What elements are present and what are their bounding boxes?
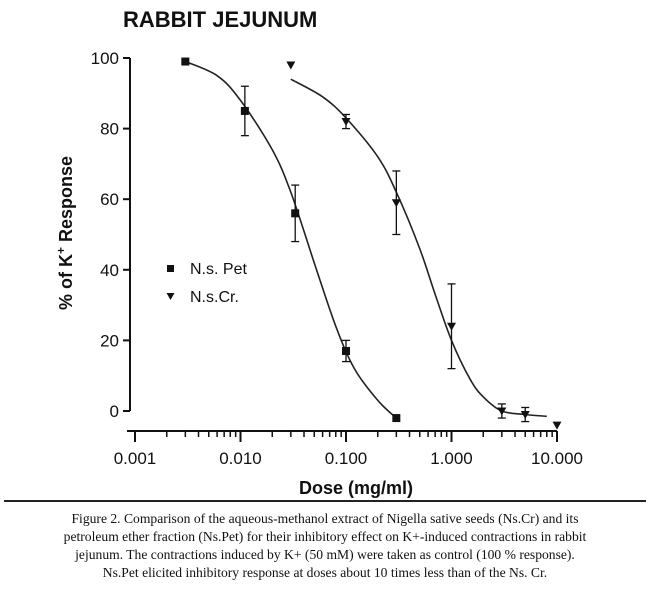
y-tick-label: 0 <box>110 402 119 421</box>
legend-label-ns-cr: N.s.Cr. <box>190 289 239 306</box>
y-tick-label: 100 <box>91 49 119 68</box>
data-points <box>181 57 562 430</box>
y-axis-title: % of K+ Response <box>54 156 76 310</box>
x-tick-label: 0.010 <box>219 449 262 468</box>
legend-marker-ns-cr <box>166 293 175 300</box>
x-tick-label: 1.000 <box>430 449 473 468</box>
fit-curve-series-1 <box>290 78 547 418</box>
data-point-ns-cr <box>552 421 562 430</box>
fit-curves <box>184 60 547 419</box>
data-point-ns-pet <box>392 414 401 423</box>
chart-title: RABBIT JEJUNUM <box>123 7 317 32</box>
data-point-ns-pet <box>291 209 300 218</box>
data-point-ns-pet <box>240 106 249 115</box>
data-point-ns-cr <box>447 322 456 331</box>
x-tick-label: 0.100 <box>325 449 368 468</box>
figure-caption: Figure 2. Comparison of the aqueous-meth… <box>6 510 644 582</box>
legend: N.s. Pet N.s.Cr. <box>166 261 247 306</box>
data-point-ns-pet <box>342 346 350 355</box>
caption-line: jejunum. The contractions induced by K+ … <box>75 547 575 562</box>
x-tick-label: 0.001 <box>114 449 157 468</box>
data-point-ns-cr <box>497 407 507 416</box>
x-axis: 0.001 0.010 0.100 1.000 10.000 <box>114 430 583 468</box>
y-axis: 0 20 40 60 80 100 <box>91 49 131 421</box>
x-tick-label: 10.000 <box>531 449 583 468</box>
data-point-ns-cr <box>286 61 296 70</box>
caption-line: Figure 2. Comparison of the aqueous-meth… <box>71 511 579 526</box>
y-tick-label: 20 <box>100 331 119 350</box>
data-point-ns-pet <box>181 57 190 66</box>
data-point-ns-cr <box>341 118 351 127</box>
caption-line: petroleum ether fraction (Ns.Pet) for th… <box>63 529 587 544</box>
caption-line: Ns.Pet elicited inhibitory response at d… <box>102 565 548 580</box>
data-point-ns-cr <box>520 411 530 420</box>
fit-curve-series-0 <box>184 60 397 419</box>
y-tick-label: 80 <box>100 120 119 139</box>
y-tick-label: 60 <box>100 190 119 209</box>
y-tick-label: 40 <box>100 261 119 280</box>
legend-marker-ns-pet <box>167 265 174 272</box>
data-point-ns-cr <box>391 199 401 208</box>
caption-divider <box>4 500 646 502</box>
legend-label-ns-pet: N.s. Pet <box>190 261 247 278</box>
x-axis-title: Dose (mg/ml) <box>299 478 413 498</box>
